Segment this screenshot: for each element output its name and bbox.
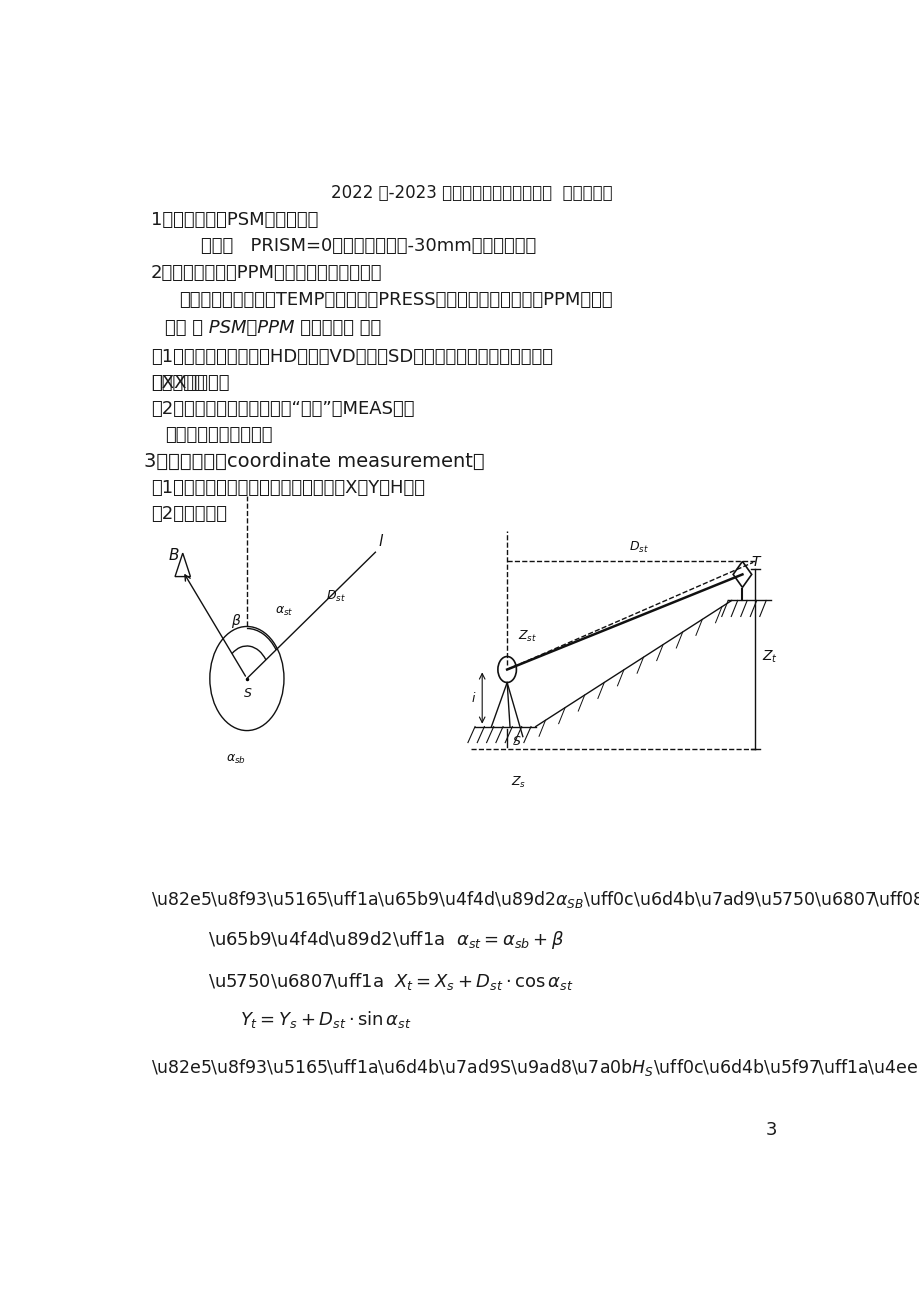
Text: \u5750\u6807\uff1a  $X_t=X_s+D_{st}\cdot\cos\alpha_{st}$: \u5750\u6807\uff1a $X_t=X_s+D_{st}\cdot\… bbox=[208, 971, 573, 992]
Text: 输入测量时的气温（TEMP）、气压（PRESS），或经计算后，输入PPM的值。: 输入测量时的气温（TEMP）、气压（PRESS），或经计算后，输入PPM的值。 bbox=[179, 291, 612, 309]
Text: 一般：   PRISM=0（原配棱镜），-30mm（国产棱镜）: 一般： PRISM=0（原配棱镜），-30mm（国产棱镜） bbox=[200, 237, 535, 255]
Text: 差及斜距）: 差及斜距） bbox=[151, 374, 204, 393]
Text: 巪XX及斜距）: 巪XX及斜距） bbox=[151, 374, 229, 393]
Text: i: i bbox=[471, 692, 474, 705]
Text: S: S bbox=[512, 734, 520, 747]
Text: 2022 年-2023 年建筑工程管理行业文档  齐鲁斜创作: 2022 年-2023 年建筑工程管理行业文档 齐鲁斜创作 bbox=[330, 185, 612, 202]
Text: T: T bbox=[750, 555, 759, 569]
Text: \u82e5\u8f93\u5165\uff1a\u6d4b\u7ad9S\u9ad8\u7a0b$H_S$\uff0c\u6d4b\u5f97\uff1a\u: \u82e5\u8f93\u5165\uff1a\u6d4b\u7ad9S\u9… bbox=[151, 1057, 919, 1078]
Text: S: S bbox=[244, 686, 252, 699]
Text: $D_{st}$: $D_{st}$ bbox=[629, 541, 648, 555]
Circle shape bbox=[497, 656, 516, 682]
Text: $D_{st}$: $D_{st}$ bbox=[325, 589, 346, 604]
Text: 3．坐标测量（coordinate measurement）: 3．坐标测量（coordinate measurement） bbox=[143, 452, 483, 472]
Text: \u65b9\u4f4d\u89d2\uff1a  $\alpha_{st}=\alpha_{sb}+\beta$: \u65b9\u4f4d\u89d2\uff1a $\alpha_{st}=\a… bbox=[208, 928, 563, 950]
Text: （观 看 PSM、PPM 设置方法录 像）: （观 看 PSM、PPM 设置方法录 像） bbox=[165, 320, 380, 337]
Text: \u82e5\u8f93\u5165\uff1a\u65b9\u4f4d\u89d2$\alpha_{SB}$\uff0c\u6d4b\u7ad9\u5750\: \u82e5\u8f93\u5165\uff1a\u65b9\u4f4d\u89… bbox=[151, 889, 919, 911]
Text: （1）功能：可测量平距HD、高巪VD和斜距SD（全站仪镜点至棱镜镜点间高: （1）功能：可测量平距HD、高巪VD和斜距SD（全站仪镜点至棱镜镜点间高 bbox=[151, 348, 552, 367]
Text: （1）功能：可测量目标点的三维坐标（X，Y，H）。: （1）功能：可测量目标点的三维坐标（X，Y，H）。 bbox=[151, 480, 425, 498]
Text: （2）测量原理: （2）测量原理 bbox=[151, 506, 226, 524]
Text: l: l bbox=[379, 534, 383, 549]
Text: 3: 3 bbox=[765, 1121, 776, 1139]
Text: $\alpha_{st}$: $\alpha_{st}$ bbox=[275, 606, 293, 619]
Text: $\beta$: $\beta$ bbox=[231, 612, 241, 630]
Text: $Z_t$: $Z_t$ bbox=[762, 649, 777, 664]
Text: $Z_s$: $Z_s$ bbox=[511, 775, 526, 789]
Text: （观看距离测量录像）: （观看距离测量录像） bbox=[165, 426, 272, 445]
Text: （2）方法：照准棱镜点，按“测量”（MEAS）。: （2）方法：照准棱镜点，按“测量”（MEAS）。 bbox=[151, 400, 414, 419]
Text: $Y_t=Y_s+D_{st}\cdot\sin\alpha_{st}$: $Y_t=Y_s+D_{st}\cdot\sin\alpha_{st}$ bbox=[240, 1009, 411, 1030]
Text: 1）棱镜常数（PSM）的设置。: 1）棱镜常数（PSM）的设置。 bbox=[151, 211, 318, 229]
Text: B: B bbox=[168, 549, 179, 563]
Text: $Z_{st}$: $Z_{st}$ bbox=[517, 629, 537, 645]
Text: 2）大气改正数（PPM）（乘常数）的设置。: 2）大气改正数（PPM）（乘常数）的设置。 bbox=[151, 264, 381, 282]
Text: $\alpha_{sb}$: $\alpha_{sb}$ bbox=[226, 753, 246, 766]
